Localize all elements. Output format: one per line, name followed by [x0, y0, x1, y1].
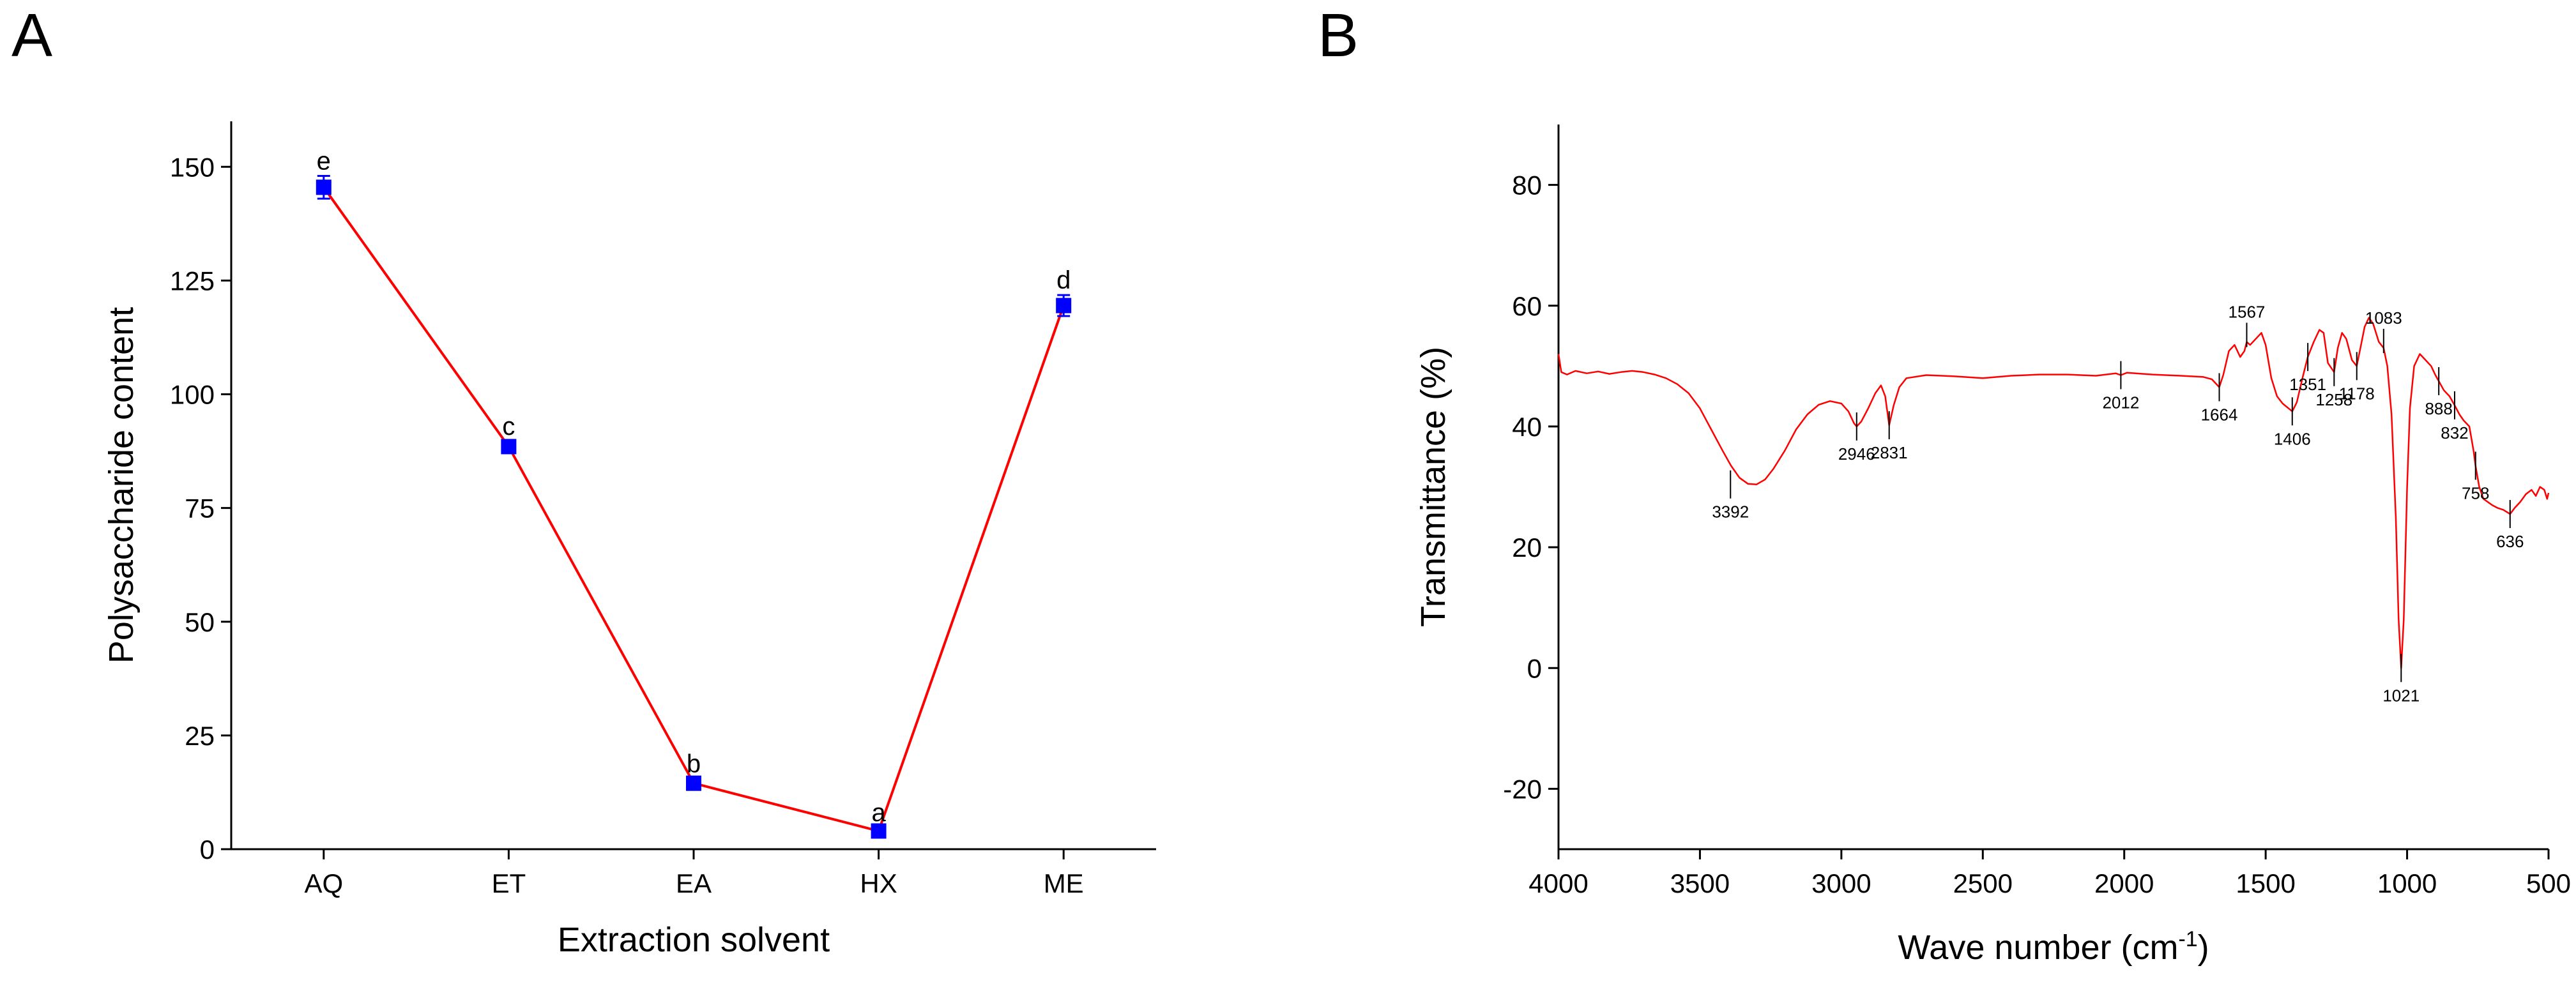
panel-a-y-tick-label: 25: [185, 721, 215, 751]
panel-b-y-tick-label: 40: [1512, 412, 1542, 442]
panel-b-y-tick-label: -20: [1503, 774, 1542, 804]
panel-a-significance-label: c: [502, 412, 515, 441]
panel-b-peak-label: 1664: [2201, 405, 2238, 424]
panel-b-peak-label: 1258: [2315, 390, 2352, 409]
panel-a-data: e c b a d: [316, 147, 1072, 839]
panel-b-axes: -20 0 20 40 60 80 4000 3500 3000 2500 2000 1500 1000…: [1503, 125, 2571, 898]
panel-b-y-tick-label: 80: [1512, 170, 1542, 200]
panel-a-x-tick-label: ET: [492, 868, 526, 898]
panel-b-peak-label: 636: [2496, 532, 2524, 551]
panel-a-data-point: [316, 179, 332, 195]
panel-b-y-tick-label: 20: [1512, 533, 1542, 563]
panel-a-data-point: [871, 823, 887, 839]
panel-b-peak-label: 1083: [2365, 308, 2402, 328]
panel-a-x-tick-label: ME: [1044, 868, 1084, 898]
panel-a-x-axis-title: Extraction solvent: [558, 921, 830, 959]
panel-b-peak-label: 1567: [2229, 303, 2266, 322]
panel-a-y-tick-label: 125: [170, 266, 215, 296]
panel-a-y-tick-label: 150: [170, 152, 215, 182]
panel-b-x-tick-label: 3000: [1811, 868, 1871, 898]
panel-a-data-point: [1056, 298, 1072, 313]
panel-b-x-axis-title-main: Wave number (cm: [1898, 928, 2178, 967]
panel-b-spectrum-line: [1557, 317, 2550, 669]
panel-b-peak-label: 1021: [2382, 686, 2420, 705]
panel-b-x-axis-title-end: ): [2198, 928, 2209, 967]
panel-a-data-point: [501, 439, 517, 455]
panel-b-peak-label: 2946: [1838, 444, 1875, 464]
panel-a-series-line: [323, 186, 1065, 833]
panel-b-x-tick-label: 1500: [2236, 868, 2295, 898]
panel-a-x-tick-label: AQ: [304, 868, 343, 898]
panel-b-peak-label: 1351: [2289, 375, 2326, 394]
panel-a: A 0 25 50 75 100 125 150 AQ ET EA HX ME e c b a d Extra…: [11, 1, 1156, 959]
panel-a-x-tick-label: HX: [860, 868, 897, 898]
panel-a-y-axis-title: Polysaccharide content: [102, 307, 141, 663]
panel-a-significance-label: a: [871, 799, 886, 827]
panel-b-peak-label: 758: [2462, 483, 2489, 502]
panel-a-y-tick-label: 75: [185, 494, 215, 524]
panel-b-y-tick-label: 60: [1512, 291, 1542, 321]
panel-a-letter: A: [11, 1, 52, 70]
panel-b-x-tick-label: 3500: [1670, 868, 1730, 898]
panel-b: B -20 0 20 40 60 80 4000 3500 3000 2500 2000 1500 10…: [1318, 1, 2571, 967]
panel-a-significance-label: d: [1056, 266, 1071, 294]
panel-a-y-tick-label: 0: [200, 835, 215, 865]
panel-a-data-point: [686, 775, 701, 791]
panel-a-axes: 0 25 50 75 100 125 150 AQ ET EA HX ME: [170, 121, 1156, 898]
panel-b-x-axis-title-sup: -1: [2178, 927, 2197, 951]
panel-b-x-tick-label: 500: [2526, 868, 2571, 898]
panel-b-x-tick-label: 2000: [2094, 868, 2154, 898]
panel-b-x-axis-title: Wave number (cm-1): [1898, 927, 2209, 967]
panel-b-peak-label: 2012: [2102, 393, 2139, 412]
panel-b-y-tick-label: 0: [1527, 653, 1542, 683]
panel-a-significance-label: e: [317, 147, 331, 176]
panel-a-y-tick-label: 100: [170, 380, 215, 410]
panel-b-peak-label: 2831: [1871, 443, 1908, 462]
panel-b-x-tick-label: 4000: [1528, 868, 1588, 898]
panel-b-y-axis-title: Transmittance (%): [1414, 347, 1452, 627]
panel-b-letter: B: [1318, 1, 1359, 70]
panel-b-peak-label: 3392: [1712, 502, 1749, 522]
panel-b-x-tick-label: 1000: [2377, 868, 2437, 898]
panel-a-significance-label: b: [687, 750, 701, 778]
panel-b-peak-label: 1178: [2339, 384, 2375, 403]
panel-b-peak-label: 832: [2441, 423, 2468, 442]
panel-a-y-tick-label: 50: [185, 607, 215, 637]
panel-b-x-tick-label: 2500: [1953, 868, 2013, 898]
panel-b-peak-label: 1406: [2274, 429, 2311, 448]
panel-b-peak-label: 888: [2425, 399, 2452, 418]
panel-a-x-tick-label: EA: [676, 868, 712, 898]
